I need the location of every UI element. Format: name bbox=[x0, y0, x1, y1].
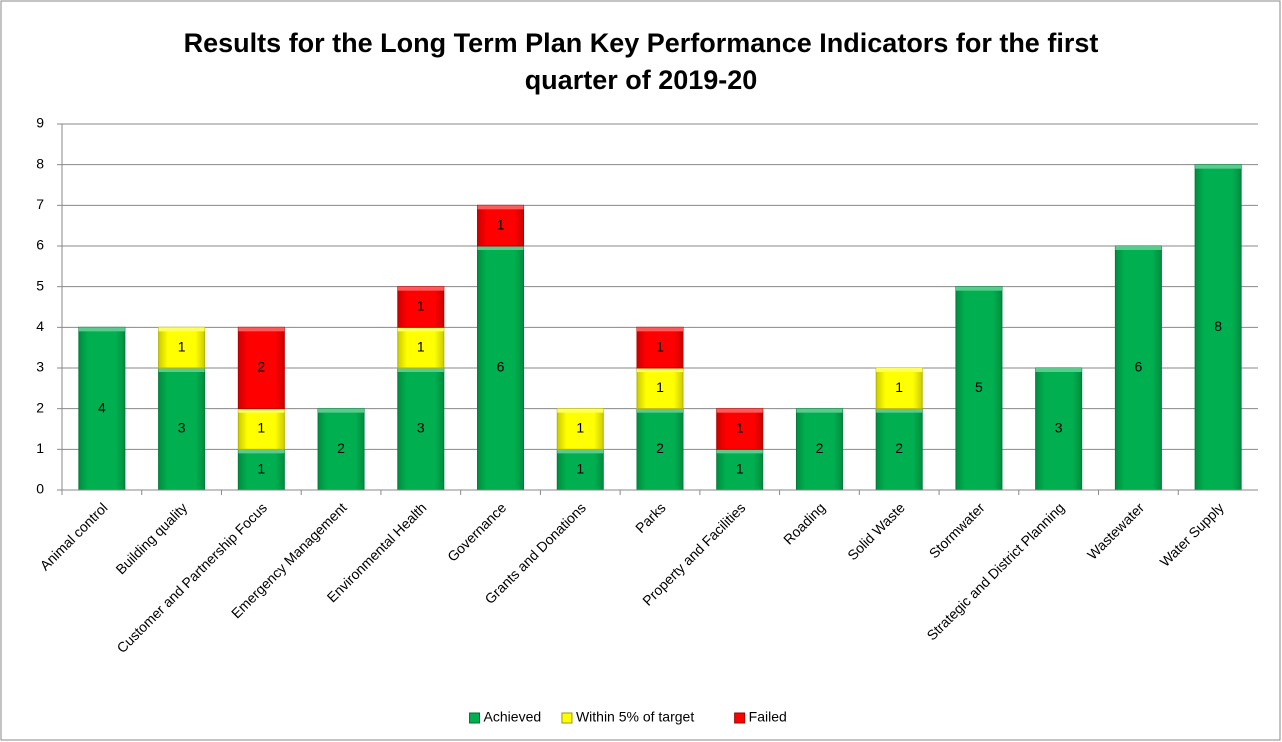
legend-label: Achieved bbox=[484, 709, 542, 725]
data-label: 1 bbox=[497, 216, 505, 232]
bar-segment bbox=[397, 286, 445, 328]
bar-segment bbox=[477, 245, 525, 491]
legend-swatch bbox=[734, 712, 746, 724]
bar-cap bbox=[397, 286, 444, 291]
data-label: 6 bbox=[497, 359, 505, 375]
y-tick-label: 7 bbox=[36, 196, 44, 212]
data-label: 2 bbox=[337, 440, 345, 456]
data-label: 1 bbox=[417, 338, 425, 354]
bar-segment bbox=[237, 448, 285, 491]
bar-segment bbox=[795, 408, 843, 491]
bar-segment bbox=[237, 408, 285, 450]
y-tick-label: 4 bbox=[36, 318, 44, 334]
data-label: 1 bbox=[736, 460, 744, 476]
data-label: 2 bbox=[656, 440, 664, 456]
bar-cap bbox=[477, 205, 524, 210]
chart-title: Results for the Long Term Plan Key Perfo… bbox=[184, 28, 1099, 58]
data-label: 1 bbox=[895, 379, 903, 395]
bar-segment bbox=[1035, 367, 1083, 491]
data-label: 8 bbox=[1214, 318, 1222, 334]
bar-cap bbox=[955, 286, 1002, 291]
bar-cap bbox=[238, 449, 285, 454]
data-label: 5 bbox=[975, 379, 983, 395]
data-label: 3 bbox=[417, 420, 425, 436]
bar-segment bbox=[636, 367, 684, 410]
y-tick-label: 3 bbox=[36, 359, 44, 375]
data-label: 4 bbox=[98, 399, 106, 415]
data-label: 1 bbox=[178, 338, 186, 354]
data-label: 2 bbox=[257, 359, 265, 375]
data-label: 2 bbox=[895, 440, 903, 456]
bar-segment bbox=[875, 367, 923, 410]
bar-cap bbox=[637, 327, 683, 332]
bar-cap bbox=[876, 368, 923, 372]
y-tick-label: 8 bbox=[36, 155, 44, 171]
bar-cap bbox=[637, 408, 683, 413]
y-tick-label: 5 bbox=[36, 277, 44, 293]
data-label: 6 bbox=[1135, 359, 1143, 375]
bar-cap bbox=[716, 449, 763, 454]
bar-cap bbox=[318, 408, 365, 413]
bar-cap bbox=[557, 408, 604, 413]
bar-segment bbox=[158, 367, 206, 491]
bar-cap bbox=[158, 327, 205, 332]
bar-cap bbox=[796, 408, 843, 413]
data-label: 1 bbox=[257, 460, 265, 476]
bar-cap bbox=[238, 327, 285, 332]
data-label: 1 bbox=[576, 460, 584, 476]
bar-segment bbox=[397, 326, 445, 369]
data-label: 3 bbox=[178, 420, 186, 436]
y-tick-label: 0 bbox=[36, 481, 44, 497]
legend-swatch bbox=[469, 712, 481, 724]
bar-segment bbox=[477, 204, 525, 247]
legend-label: Within 5% of target bbox=[576, 709, 694, 725]
data-label: 3 bbox=[1055, 420, 1063, 436]
y-tick-label: 1 bbox=[36, 440, 44, 456]
y-tick-label: 9 bbox=[36, 115, 44, 131]
bar-segment bbox=[636, 408, 684, 491]
bar-cap bbox=[238, 408, 285, 413]
bar-segment bbox=[636, 326, 684, 369]
bar-cap bbox=[78, 327, 125, 332]
bar-cap bbox=[397, 368, 444, 372]
legend-swatch bbox=[561, 712, 573, 724]
data-label: 1 bbox=[576, 420, 584, 436]
bar-cap bbox=[557, 449, 604, 454]
bar-segment bbox=[397, 367, 445, 491]
bar-segment bbox=[716, 408, 764, 450]
legend-label: Failed bbox=[749, 709, 787, 725]
chart-title: quarter of 2019-20 bbox=[525, 65, 758, 95]
bar-cap bbox=[477, 246, 524, 250]
bar-segment bbox=[955, 286, 1003, 491]
bar-cap bbox=[158, 368, 205, 372]
data-label: 2 bbox=[816, 440, 824, 456]
bar-cap bbox=[637, 368, 683, 372]
bar-cap bbox=[1035, 368, 1082, 372]
bar-segment bbox=[716, 448, 764, 491]
data-label: 1 bbox=[417, 298, 425, 314]
y-tick-label: 6 bbox=[36, 237, 44, 253]
bar-segment bbox=[1114, 245, 1162, 491]
bar-cap bbox=[876, 408, 923, 413]
data-label: 1 bbox=[736, 420, 744, 436]
data-label: 1 bbox=[656, 379, 664, 395]
bar-cap bbox=[1115, 246, 1162, 250]
data-label: 1 bbox=[656, 338, 664, 354]
bar-cap bbox=[397, 327, 444, 332]
data-label: 1 bbox=[257, 420, 265, 436]
bar-cap bbox=[1195, 164, 1242, 169]
bar-cap bbox=[716, 408, 763, 413]
y-tick-label: 2 bbox=[36, 399, 44, 415]
bar-segment bbox=[237, 326, 285, 410]
